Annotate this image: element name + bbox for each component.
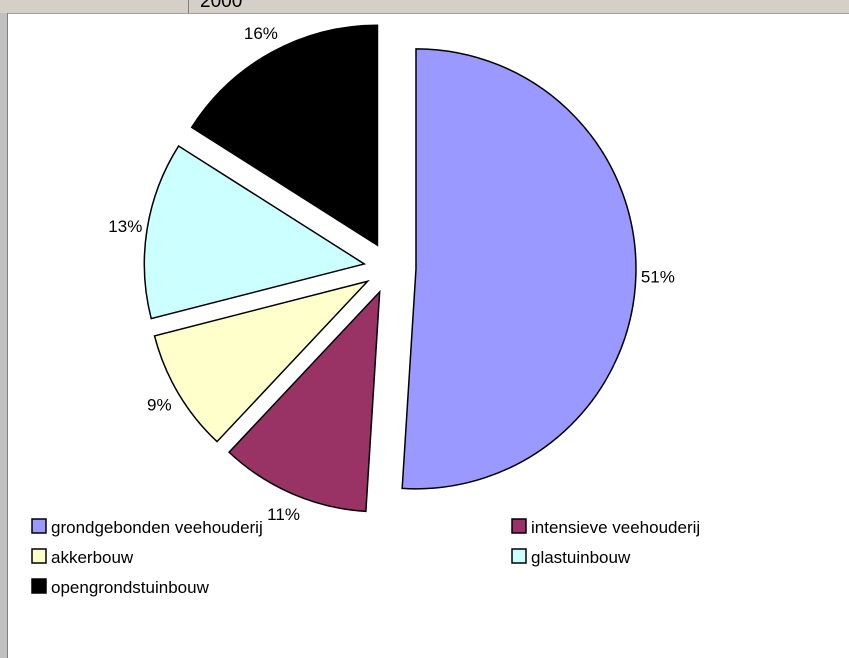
legend-item-intensieve-veehouderij: intensieve veehouderij	[511, 518, 700, 537]
legend-swatch-opengrondstuinbouw	[31, 578, 47, 594]
legend-swatch-akkerbouw	[31, 548, 47, 564]
pie-slice-grondgebonden-veehouderij	[401, 48, 637, 490]
legend-label-akkerbouw: akkerbouw	[51, 548, 134, 567]
data-label-glastuinbouw: 13%	[108, 217, 142, 236]
pie-slice-akkerbouw	[153, 279, 370, 443]
row-header-strip	[0, 13, 8, 658]
pie-slice-labels: 51% 11% 9% 13% 16%	[108, 24, 675, 524]
pie-slice-opengrondstuinbouw	[190, 24, 379, 247]
header-cell-text: 2000	[200, 0, 243, 12]
data-label-akkerbouw: 9%	[147, 395, 172, 414]
data-label-intensieve-veehouderij: 11%	[267, 505, 300, 524]
legend-swatch-glastuinbouw	[511, 548, 527, 564]
legend-swatch-grondgebonden-veehouderij	[31, 518, 47, 534]
legend-item-glastuinbouw: glastuinbouw	[511, 548, 631, 567]
legend-swatch-intensieve-veehouderij	[511, 518, 527, 534]
spreadsheet-header-strip: 2000	[0, 0, 849, 14]
data-label-grondgebonden-veehouderij: 51%	[641, 267, 675, 286]
legend: grondgebonden veehouderij intensieve veeh…	[31, 518, 700, 597]
pie-slice-glastuinbouw	[143, 145, 367, 320]
legend-label-intensieve-veehouderij: intensieve veehouderij	[531, 518, 700, 537]
legend-item-opengrondstuinbouw: opengrondstuinbouw	[31, 578, 210, 597]
header-divider	[188, 0, 189, 13]
legend-label-opengrondstuinbouw: opengrondstuinbouw	[51, 578, 210, 597]
pie-slice-intensieve-veehouderij	[228, 289, 381, 513]
pie-slices	[143, 24, 637, 513]
legend-label-grondgebonden-veehouderij: grondgebonden veehouderij	[51, 518, 263, 537]
legend-item-grondgebonden-veehouderij: grondgebonden veehouderij	[31, 518, 263, 537]
legend-item-akkerbouw: akkerbouw	[31, 548, 134, 567]
legend-label-glastuinbouw: glastuinbouw	[531, 548, 631, 567]
data-label-opengrondstuinbouw: 16%	[244, 24, 278, 43]
